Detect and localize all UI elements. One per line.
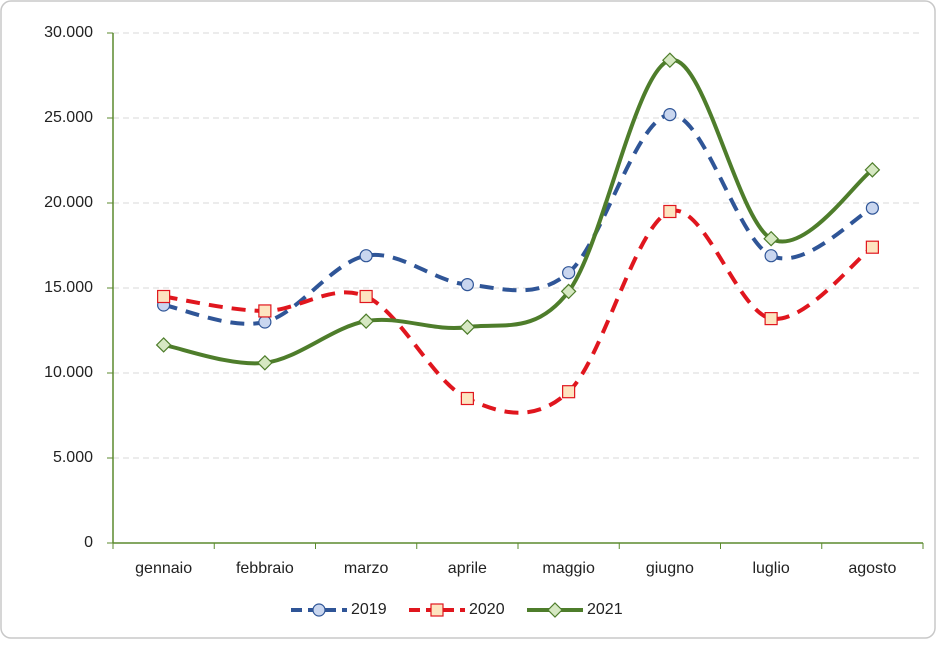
y-tick-label: 5.000	[53, 449, 93, 466]
x-tick-label: giugno	[646, 560, 694, 577]
x-tick-label: maggio	[542, 560, 595, 577]
x-tick-label: gennaio	[135, 560, 192, 577]
x-tick-label: marzo	[344, 560, 389, 577]
data-point	[764, 249, 778, 263]
data-point	[358, 313, 374, 329]
legend-label: 2021	[587, 601, 623, 618]
legend-label: 2019	[351, 601, 387, 618]
data-point	[157, 289, 171, 304]
legend-marker	[312, 603, 326, 617]
y-tick-label: 20.000	[44, 194, 93, 211]
y-tick-label: 15.000	[44, 279, 93, 296]
data-point	[663, 204, 677, 219]
data-point	[864, 162, 881, 178]
data-point	[764, 312, 778, 326]
y-tick-label: 0	[84, 534, 93, 551]
data-point	[562, 266, 576, 280]
data-point	[459, 319, 476, 335]
series-line	[163, 208, 874, 415]
data-point	[258, 315, 272, 329]
y-tick-label: 25.000	[44, 109, 93, 126]
x-tick-label: aprile	[448, 560, 487, 577]
legend-label: 2020	[469, 601, 505, 618]
x-tick-label: febbraio	[236, 560, 294, 577]
data-point	[359, 289, 373, 304]
data-point	[865, 201, 879, 215]
data-point	[460, 391, 474, 406]
data-point	[560, 283, 577, 300]
data-point	[257, 354, 273, 371]
data-point	[562, 385, 576, 399]
data-point	[662, 52, 678, 69]
data-point	[359, 249, 373, 263]
data-point	[865, 240, 879, 254]
legend-marker	[547, 602, 563, 618]
x-tick-label: luglio	[752, 560, 789, 577]
y-tick-label: 30.000	[44, 24, 93, 41]
series-line	[163, 112, 874, 326]
data-point	[763, 230, 779, 247]
x-tick-label: agosto	[848, 560, 896, 577]
data-point	[460, 278, 474, 292]
data-point	[155, 337, 172, 353]
data-point	[258, 304, 272, 318]
legend-marker	[430, 603, 444, 617]
data-point	[663, 107, 677, 122]
y-tick-label: 10.000	[44, 364, 93, 381]
